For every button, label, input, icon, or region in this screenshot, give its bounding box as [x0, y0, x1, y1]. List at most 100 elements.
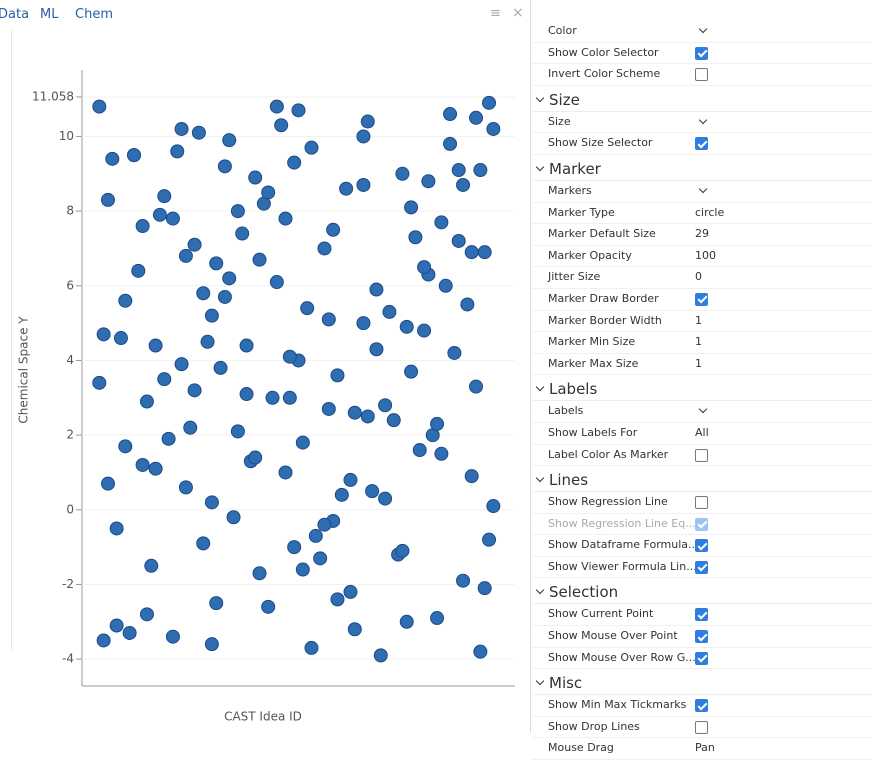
checkbox[interactable] — [695, 539, 708, 553]
property-row: Show Color Selector — [532, 43, 872, 65]
checkbox[interactable] — [695, 560, 708, 574]
checkbox[interactable] — [695, 68, 708, 82]
property-label: Show Color Selector — [548, 45, 659, 59]
viewer: Data ML Chem ≡ × CAST Idea ID Chemical S… — [0, 0, 531, 733]
property-row: Show Regression Line Eq... — [532, 514, 872, 536]
property-value[interactable]: 1 — [695, 313, 702, 327]
point — [131, 263, 146, 278]
property-label: Show Size Selector — [548, 136, 653, 150]
property-value[interactable]: 0 — [695, 270, 702, 284]
property-row: Marker Border Width 1 — [532, 311, 872, 333]
point — [408, 230, 423, 245]
point — [343, 584, 358, 599]
property-label: Invert Color Scheme — [548, 67, 661, 81]
property-value[interactable]: 1 — [695, 356, 702, 370]
checkbox[interactable] — [695, 137, 708, 151]
point — [477, 581, 492, 596]
point — [235, 226, 250, 241]
point — [239, 338, 254, 353]
section-header[interactable]: Selection — [532, 578, 872, 605]
point — [287, 540, 302, 555]
dropdown[interactable] — [698, 405, 708, 414]
point — [282, 390, 297, 405]
point — [170, 144, 185, 159]
section-header[interactable]: Lines — [532, 466, 872, 493]
point — [456, 573, 471, 588]
property-label: Show Current Point — [548, 607, 654, 621]
point — [317, 241, 332, 256]
point — [430, 611, 445, 626]
point — [369, 282, 384, 297]
point — [209, 256, 224, 271]
point — [356, 316, 371, 331]
property-label: Mouse Drag — [548, 741, 614, 755]
property-label: Show Min Max Tickmarks — [548, 698, 687, 712]
property-value[interactable]: circle — [695, 205, 725, 219]
checkbox[interactable] — [695, 448, 708, 462]
point — [183, 420, 198, 435]
checkbox[interactable] — [695, 608, 708, 622]
point — [269, 275, 284, 290]
point — [356, 177, 371, 192]
y-tick-label: -4 — [62, 652, 74, 666]
property-row: Show Size Selector — [532, 133, 872, 155]
point — [178, 480, 193, 495]
property-row: Marker Type circle — [532, 203, 872, 225]
dropdown[interactable] — [698, 184, 708, 194]
point — [274, 118, 289, 133]
point — [356, 129, 371, 144]
property-row: Mouse Drag Pan — [532, 738, 872, 760]
property-label: Show Mouse Over Point — [548, 629, 678, 643]
checkbox[interactable] — [695, 699, 708, 713]
property-row: Color — [532, 21, 872, 43]
section-header[interactable]: Marker — [532, 155, 872, 181]
property-value[interactable]: 1 — [695, 335, 702, 349]
property-value[interactable]: 100 — [695, 248, 716, 262]
point — [334, 487, 349, 502]
point — [161, 431, 176, 446]
dropdown[interactable] — [698, 24, 708, 34]
point — [343, 472, 358, 487]
point — [456, 177, 471, 192]
point — [222, 133, 237, 148]
point — [373, 648, 388, 663]
tab[interactable]: Data — [0, 7, 30, 22]
point — [304, 640, 319, 655]
section-header[interactable]: Misc — [532, 669, 872, 696]
property-row: Marker Max Size 1 — [532, 354, 872, 376]
property-row: Label Color As Marker — [532, 445, 872, 467]
point — [213, 360, 228, 375]
property-value[interactable]: All — [695, 425, 709, 439]
property-value[interactable]: 29 — [695, 227, 709, 241]
point — [100, 476, 115, 491]
checkbox[interactable] — [695, 720, 708, 734]
y-tick-label: 6 — [66, 278, 74, 292]
checkbox[interactable] — [695, 46, 708, 60]
section-header[interactable]: Size — [532, 86, 872, 112]
checkbox[interactable] — [695, 292, 708, 306]
point — [135, 219, 150, 234]
point — [339, 181, 354, 196]
menu-icon[interactable]: ≡ — [490, 6, 501, 21]
property-row: Marker Default Size 29 — [532, 224, 872, 246]
y-axis-label: Chemical Space Y — [17, 316, 31, 424]
close-icon[interactable]: × — [512, 5, 524, 21]
tab[interactable]: ML — [40, 7, 59, 22]
point — [430, 416, 445, 431]
tab[interactable]: Chem — [75, 7, 113, 22]
point — [92, 375, 107, 390]
checkbox[interactable] — [695, 651, 708, 665]
point — [486, 499, 501, 514]
property-label: Jitter Size — [548, 270, 601, 284]
dropdown[interactable] — [698, 115, 708, 125]
checkbox[interactable] — [695, 630, 708, 644]
checkbox[interactable] — [695, 496, 708, 510]
scatter-plot: CAST Idea ID Chemical Space Y -4 -2 0 2 4 6 8 1… — [17, 70, 515, 724]
point — [96, 327, 111, 342]
property-value[interactable]: Pan — [695, 741, 715, 755]
section-header[interactable]: Labels — [532, 375, 872, 402]
point — [304, 140, 319, 155]
property-row: Show Current Point — [532, 604, 872, 627]
property-row: Show Drop Lines — [532, 717, 872, 739]
point — [308, 528, 323, 543]
